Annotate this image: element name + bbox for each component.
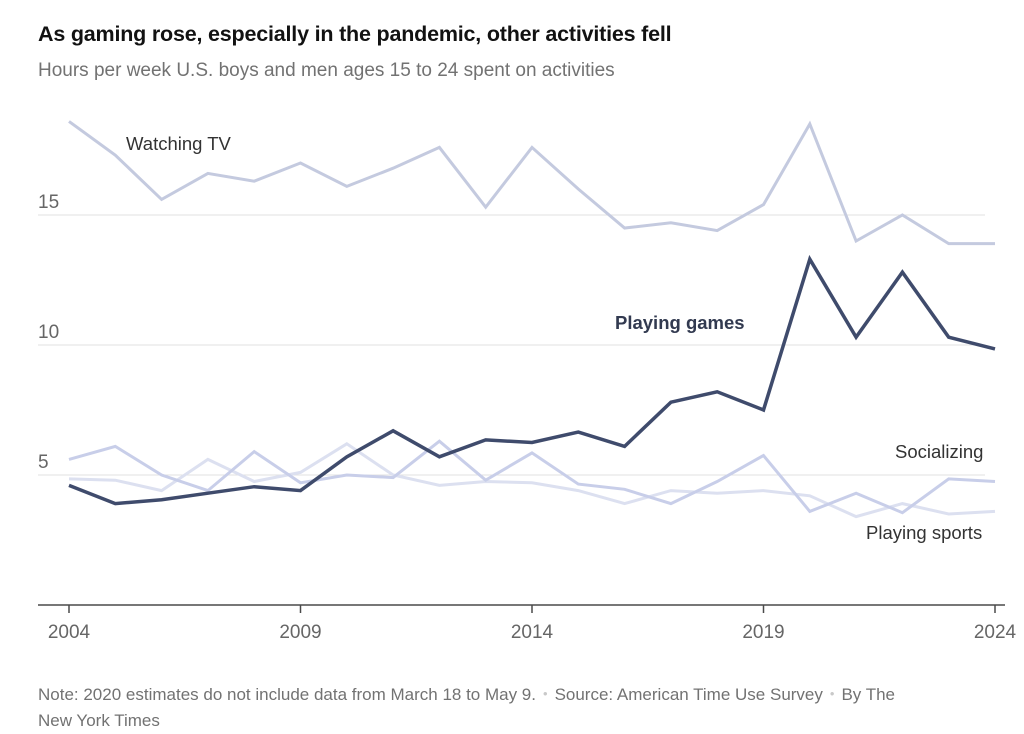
source-text: Source: American Time Use Survey <box>554 685 823 704</box>
series-label-socializing: Socializing <box>895 441 984 462</box>
line-playing-sports <box>68 442 996 519</box>
chart-svg: 5 10 15 2004 2009 2014 2019 2024 <box>38 120 1017 643</box>
series-label-watching-tv: Watching TV <box>126 133 231 154</box>
x-tick-label-2004: 2004 <box>48 622 91 643</box>
y-tick-label-15: 15 <box>38 192 59 213</box>
line-watching-tv <box>68 120 995 246</box>
series-label-playing-sports: Playing sports <box>866 522 983 543</box>
byline-text: By The New York Times <box>38 685 896 731</box>
x-tick-label-2009: 2009 <box>279 622 321 643</box>
dot-separator-icon: • <box>829 686 835 701</box>
y-tick-label-10: 10 <box>38 322 59 343</box>
note-text: Note: 2020 estimates do not include data… <box>38 685 536 704</box>
chart-title: As gaming rose, especially in the pandem… <box>38 22 672 46</box>
line-playing-games <box>68 254 996 506</box>
x-tick-label-2019: 2019 <box>742 622 784 643</box>
x-tick-label-2014: 2014 <box>511 622 554 643</box>
chart-subtitle: Hours per week U.S. boys and men ages 15… <box>38 60 615 81</box>
series-label-playing-games: Playing games <box>615 312 745 333</box>
chart-footnote: Note: 2020 estimates do not include data… <box>38 682 918 734</box>
line-socializing <box>68 439 996 515</box>
x-tick-label-2024: 2024 <box>974 622 1017 643</box>
y-tick-label-5: 5 <box>38 452 49 473</box>
dot-separator-icon: • <box>543 686 548 701</box>
